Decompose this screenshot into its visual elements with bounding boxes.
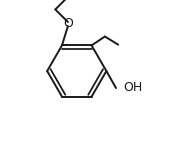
Text: O: O xyxy=(64,17,74,30)
Text: OH: OH xyxy=(124,81,143,94)
